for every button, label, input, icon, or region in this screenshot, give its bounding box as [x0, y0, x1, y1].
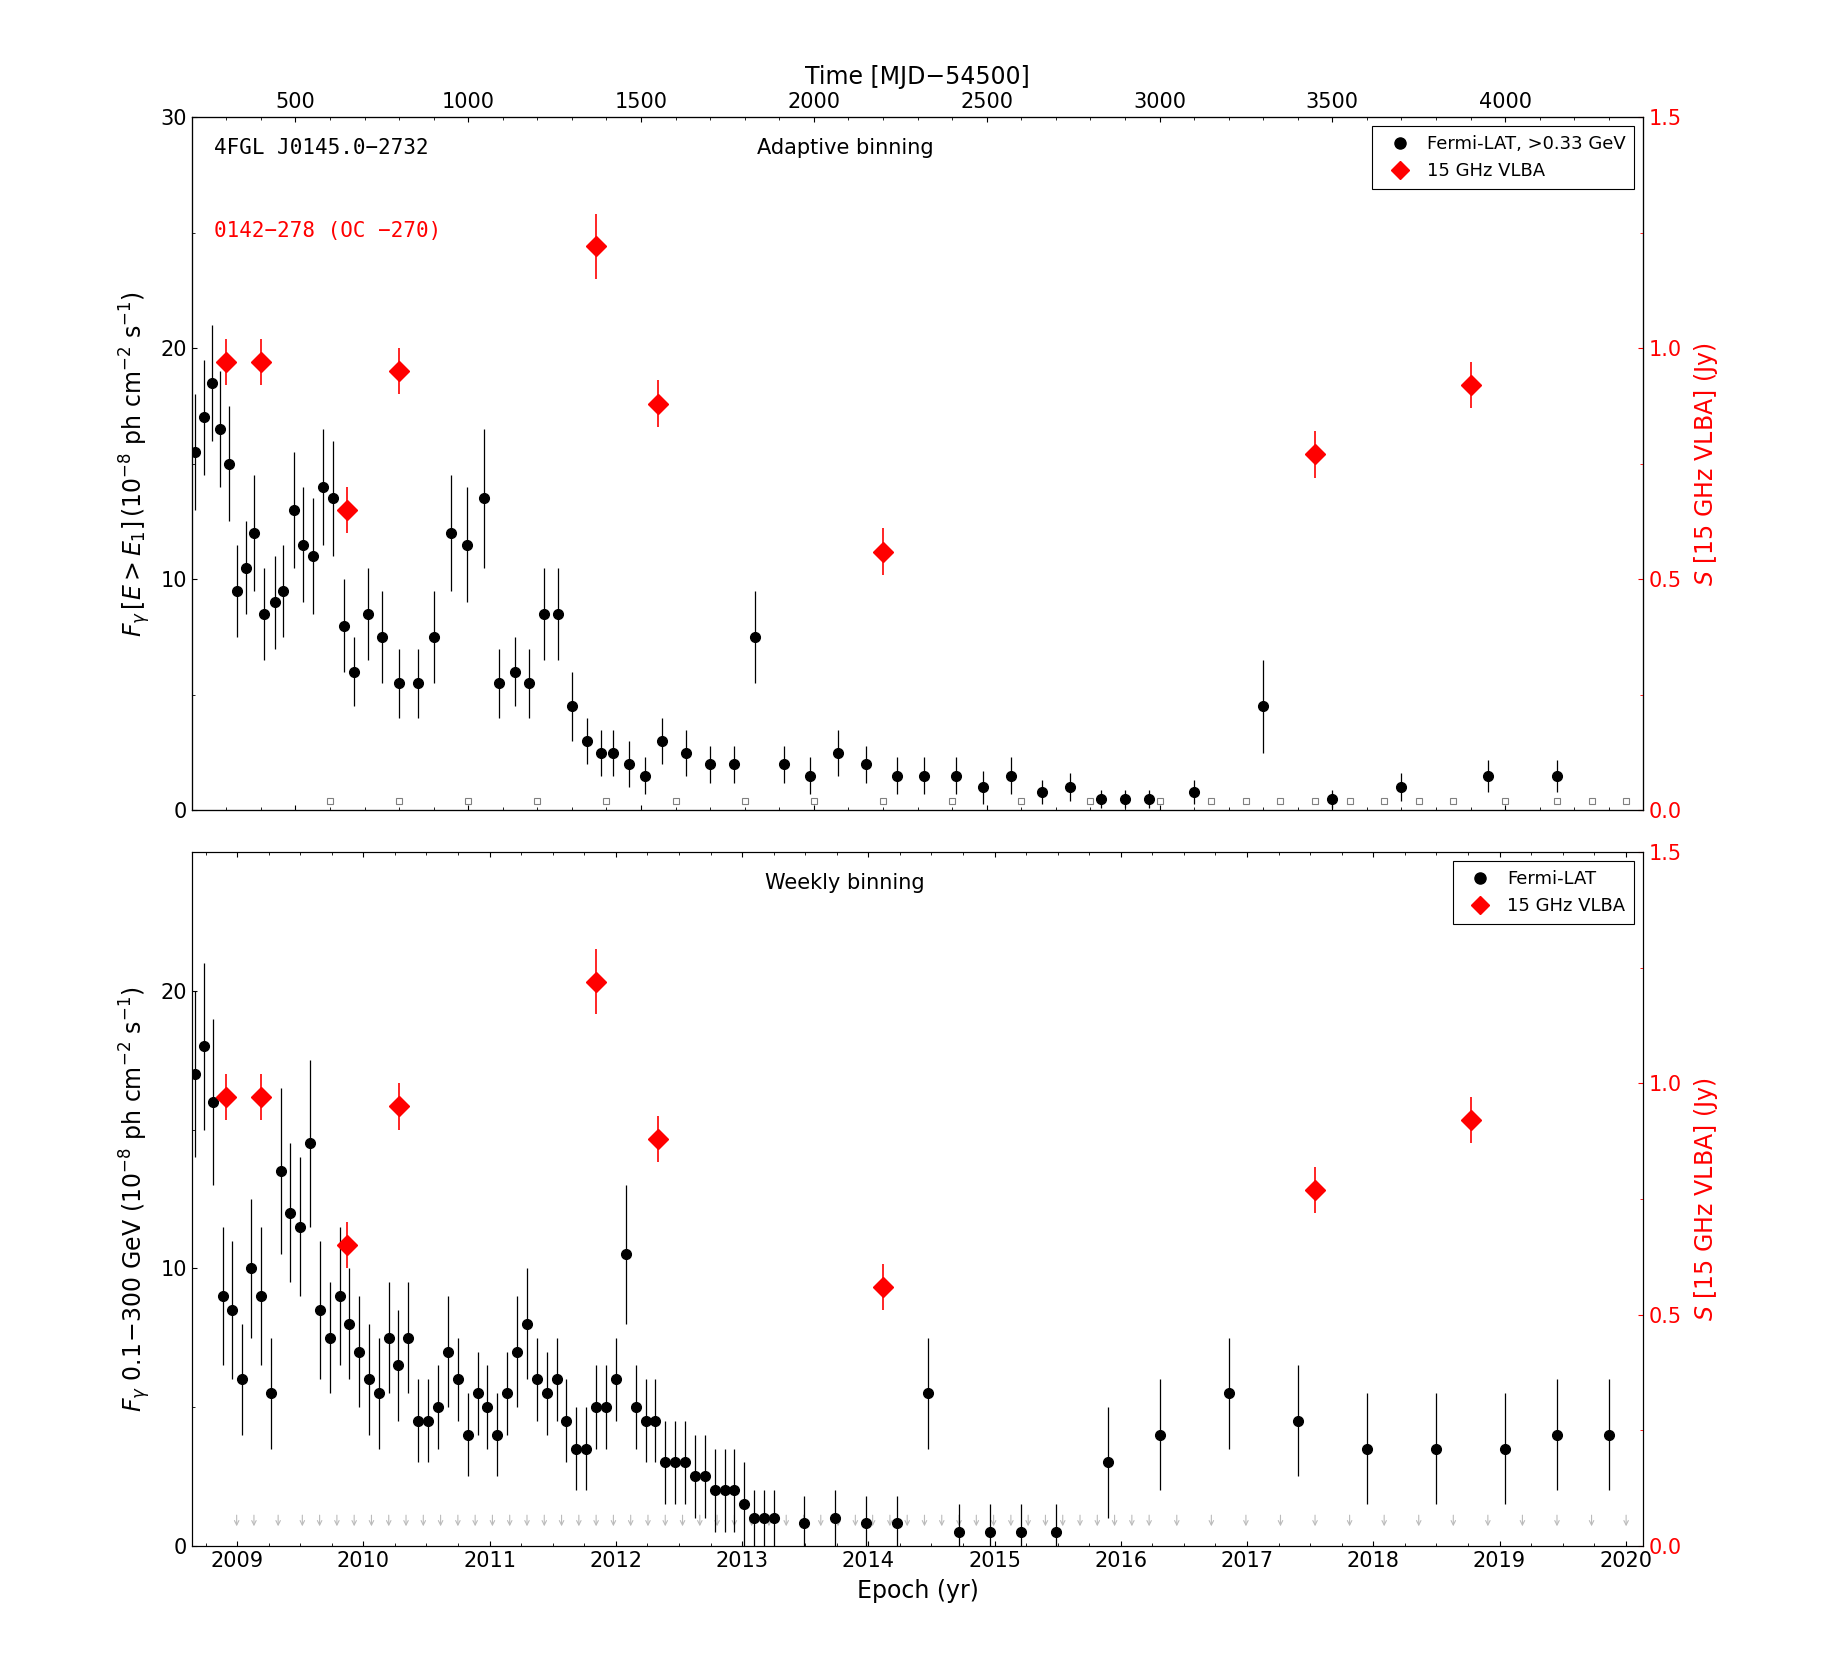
X-axis label: Epoch (yr): Epoch (yr): [856, 1579, 979, 1602]
Legend: Fermi-LAT, >0.33 GeV, 15 GHz VLBA: Fermi-LAT, >0.33 GeV, 15 GHz VLBA: [1373, 125, 1634, 189]
Text: Adaptive binning: Adaptive binning: [756, 137, 933, 157]
Text: 4FGL J0145.0−2732: 4FGL J0145.0−2732: [214, 137, 427, 157]
Y-axis label: $F_\gamma\ 0.1\!-\!300\ \mathrm{GeV}\ (10^{-8}\ \mathrm{ph\ cm^{-2}\ s^{-1}})$: $F_\gamma\ 0.1\!-\!300\ \mathrm{GeV}\ (1…: [117, 986, 153, 1412]
Text: 0142−278 (OC −270): 0142−278 (OC −270): [214, 221, 440, 241]
Text: Weekly binning: Weekly binning: [765, 872, 924, 892]
Y-axis label: $S\ [15\ \mathrm{GHz\ VLBA}]\ (\mathrm{Jy})$: $S\ [15\ \mathrm{GHz\ VLBA}]\ (\mathrm{J…: [1693, 1078, 1720, 1320]
X-axis label: Time [MJD−54500]: Time [MJD−54500]: [805, 65, 1030, 89]
Y-axis label: $F_\gamma\,[E>E_1]\,(10^{-8}\ \mathrm{ph\ cm^{-2}\ s^{-1}})$: $F_\gamma\,[E>E_1]\,(10^{-8}\ \mathrm{ph…: [117, 291, 153, 637]
Legend: Fermi-LAT, 15 GHz VLBA: Fermi-LAT, 15 GHz VLBA: [1453, 861, 1634, 924]
Y-axis label: $S\ [15\ \mathrm{GHz\ VLBA}]\ (\mathrm{Jy})$: $S\ [15\ \mathrm{GHz\ VLBA}]\ (\mathrm{J…: [1693, 343, 1720, 585]
